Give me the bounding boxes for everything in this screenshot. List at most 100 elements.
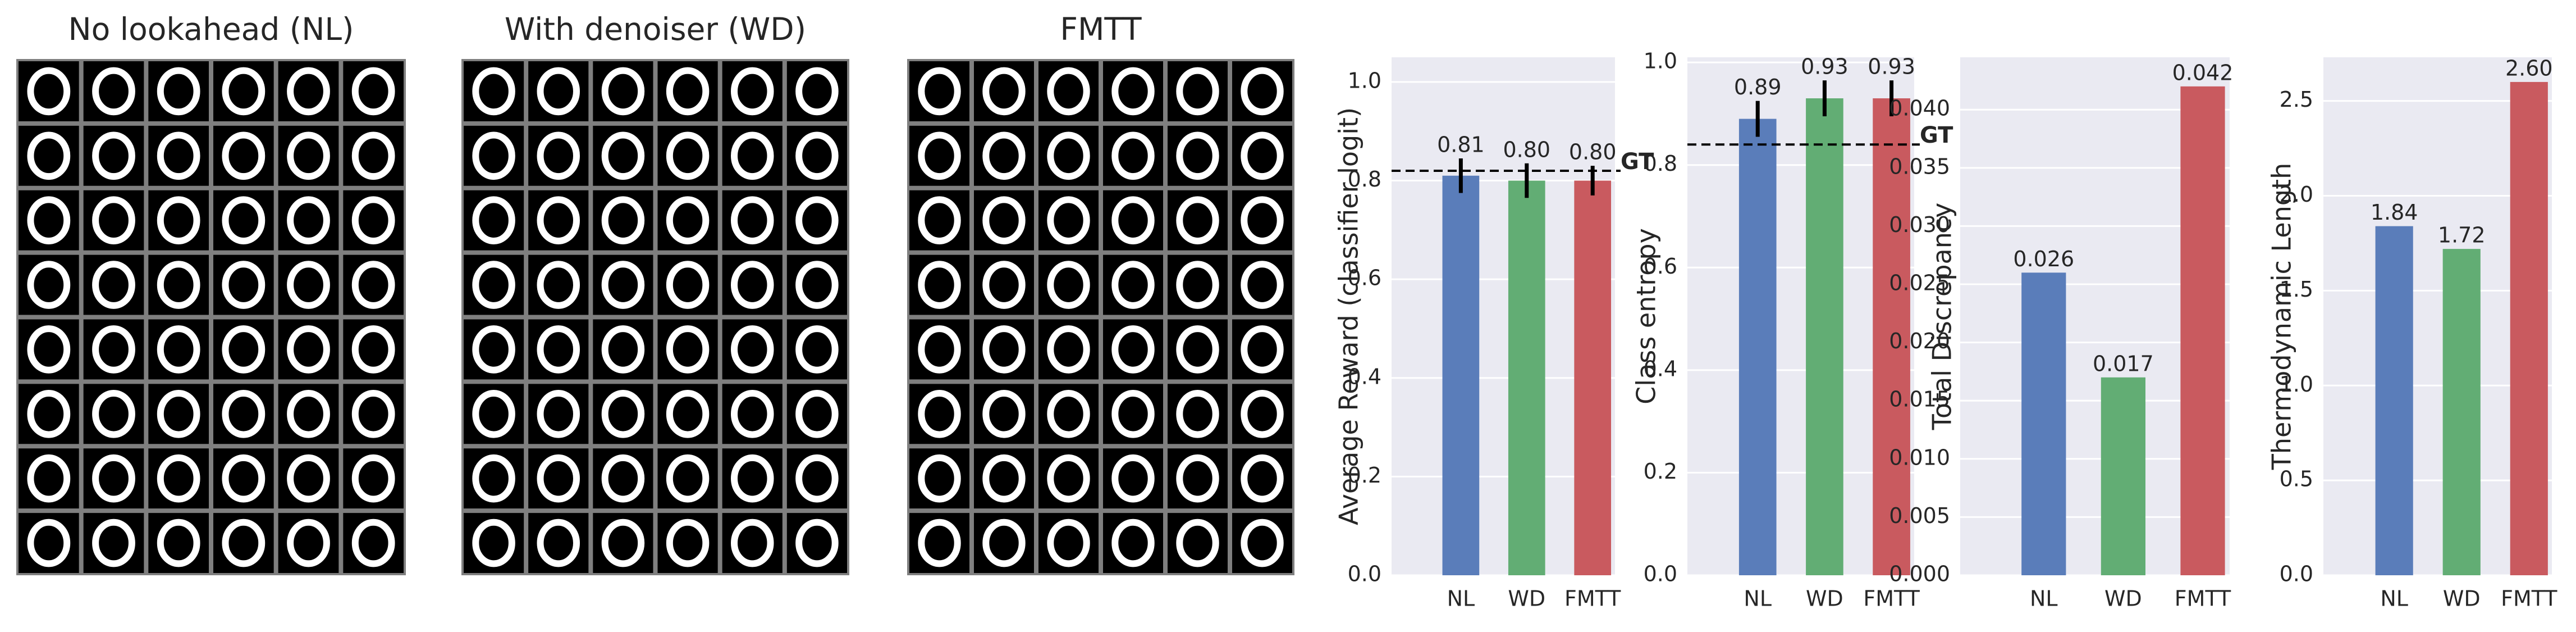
y-tick-label: 0.025 [1889, 271, 1950, 295]
digit [1241, 454, 1284, 503]
digit [666, 325, 710, 374]
value-label: 0.93 [1801, 54, 1849, 79]
digit [918, 131, 961, 180]
digit [222, 390, 266, 438]
bar [1738, 119, 1777, 575]
image-grid [907, 59, 1294, 575]
x-tick-label: NL [1744, 586, 1772, 611]
digit [601, 196, 645, 244]
y-tick-label: 0.5 [2280, 467, 2313, 492]
digit [666, 261, 710, 309]
y-tick-label: 0.8 [1644, 151, 1677, 176]
digit [1176, 196, 1219, 244]
digit [157, 390, 200, 438]
digit [92, 390, 135, 438]
digit [351, 390, 395, 438]
x-tick-label: NL [2030, 586, 2058, 611]
value-label: 0.017 [2093, 351, 2154, 376]
digit [601, 390, 645, 438]
digit [601, 454, 645, 503]
digit [222, 131, 266, 180]
digit [1111, 196, 1155, 244]
y-tick-label: 0.010 [1889, 445, 1950, 470]
digit [731, 196, 774, 244]
digit [92, 67, 135, 116]
y-tick-label: 0.040 [1889, 96, 1950, 121]
bar [1442, 175, 1480, 575]
digit [1111, 390, 1155, 438]
digit [731, 325, 774, 374]
x-tick-label: WD [1508, 586, 1545, 611]
bar [2180, 86, 2225, 576]
value-label: 1.84 [2371, 200, 2418, 225]
digit [795, 131, 839, 180]
y-axis-label: Thermodynamic Length [2267, 163, 2297, 471]
digit [157, 325, 200, 374]
digit [472, 325, 515, 374]
digit [982, 325, 1026, 374]
y-tick-label: 0.2 [1644, 459, 1677, 484]
y-tick-label: 2.5 [2280, 87, 2313, 112]
digit [982, 131, 1026, 180]
x-tick-label: FMTT [1863, 586, 1920, 611]
digit [27, 454, 71, 503]
digit [666, 196, 710, 244]
digit [1241, 131, 1284, 180]
digit [731, 261, 774, 309]
bar [1806, 98, 1843, 575]
reference-label: GT [1621, 149, 1654, 175]
digit [472, 196, 515, 244]
image-grid [461, 59, 849, 575]
digit [795, 325, 839, 374]
digit [1111, 261, 1155, 309]
digit [222, 196, 266, 244]
digit [918, 454, 961, 503]
digit [1111, 325, 1155, 374]
digit [982, 519, 1026, 567]
digit [92, 131, 135, 180]
y-axis-label: Average Reward (classifier logit) [1334, 107, 1364, 525]
value-label: 1.72 [2438, 223, 2486, 248]
y-tick-label: 0.8 [1348, 167, 1381, 192]
value-label: 2.60 [2505, 56, 2553, 80]
y-axis-label: Total Discrepancy [1927, 203, 1957, 431]
digit [351, 325, 395, 374]
digit [1176, 67, 1219, 116]
digit [918, 67, 961, 116]
digit [666, 67, 710, 116]
digit [731, 390, 774, 438]
digit [351, 67, 395, 116]
y-tick-label: 1.0 [1348, 68, 1381, 93]
digit [222, 261, 266, 309]
digit [351, 131, 395, 180]
digit [351, 519, 395, 567]
value-label: 0.93 [1868, 54, 1915, 79]
digit [27, 261, 71, 309]
digit [982, 454, 1026, 503]
digit [918, 196, 961, 244]
y-tick-label: 0.2 [1348, 463, 1381, 488]
digit [222, 454, 266, 503]
digit [1241, 519, 1284, 567]
reference-label: GT [1920, 122, 1953, 148]
digit [27, 131, 71, 180]
y-tick-label: 1.0 [2280, 372, 2313, 397]
digit [287, 196, 330, 244]
bar [2021, 272, 2066, 576]
digit [287, 519, 330, 567]
digit [1176, 261, 1219, 309]
digit [222, 67, 266, 116]
y-tick-label: 0.0 [1348, 562, 1381, 586]
digit [982, 196, 1026, 244]
y-tick-label: 0.015 [1889, 387, 1950, 412]
digit [1047, 196, 1090, 244]
digit [92, 454, 135, 503]
digit [795, 261, 839, 309]
y-tick-label: 1.0 [1644, 49, 1677, 74]
digit [731, 519, 774, 567]
digit [27, 67, 71, 116]
digit [918, 325, 961, 374]
y-tick-label: 0.4 [1348, 364, 1381, 389]
